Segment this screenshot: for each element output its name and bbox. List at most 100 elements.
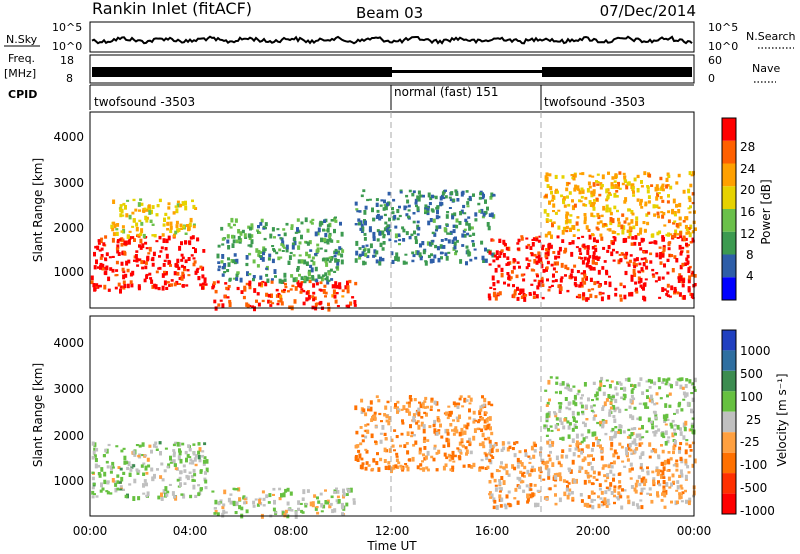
velocity-cell-4 [603,401,607,407]
velocity-cell-2 [392,464,396,470]
velocity-cell-3 [489,454,493,457]
power-cell-5 [683,262,687,266]
velocity-cell-0 [191,460,195,465]
freq-label: Freq. [8,52,35,65]
velocity-cell-3 [575,443,579,447]
power-cell-3 [263,237,267,241]
power-cell-0 [96,245,100,251]
power-cell-3 [228,278,232,282]
power-cell-1 [177,228,181,232]
velocity-cell-3 [605,486,609,490]
power-cell-4 [396,209,400,214]
velocity-cell-2 [488,416,492,421]
power-cell-3 [249,244,253,248]
velocity-cell-0 [168,483,172,486]
power-cell-6 [655,196,659,201]
power-cell-3 [221,243,225,246]
velocity-cell-4 [645,430,649,433]
velocity-cbar-tick-1000: 1000 [740,344,771,358]
velocity-cell-2 [422,405,425,409]
velocity-cell-2 [385,414,389,419]
power-cell-3 [292,254,296,257]
power-cell-4 [398,238,402,242]
power-cell-5 [554,279,558,283]
velocity-cell-2 [379,432,383,435]
velocity-cell-3 [516,464,520,469]
power-cell-4 [391,259,395,264]
power-cell-6 [555,188,558,192]
power-cell-6 [566,195,569,199]
velocity-cell-3 [612,477,615,482]
power-cell-0 [122,280,126,284]
power-cell-5 [530,283,534,286]
velocity-cell-0 [127,461,131,467]
velocity-cell-2 [478,467,482,472]
velocity-cell-2 [454,426,458,431]
power-cell-0 [94,245,98,249]
velocity-cell-2 [397,408,401,413]
power-cell-4 [388,238,392,242]
power-cell-5 [582,270,586,273]
velocity-cell-3 [569,469,573,474]
power-cell-0 [130,283,134,288]
power-cell-4 [443,227,447,232]
velocity-cell-0 [192,451,196,456]
velocity-cell-1 [316,511,320,515]
power-cell-5 [661,276,665,280]
power-cell-6 [567,203,571,207]
power-cell-4 [436,246,440,251]
velocity-cell-2 [476,427,480,430]
power-cell-5 [670,285,674,291]
power-cell-6 [599,182,603,186]
power-cell-0 [160,246,164,250]
power-cell-5 [544,252,548,257]
power-cell-3 [298,273,301,277]
power-cell-5 [608,282,612,288]
velocity-cell-2 [396,410,399,414]
power-cell-1 [140,221,144,226]
power-cell-6 [549,186,553,191]
power-cell-5 [502,239,506,245]
velocity-cell-0 [172,443,176,447]
velocity-cell-2 [482,403,486,407]
power-cell-5 [671,235,675,239]
velocity-cell-1 [322,504,326,509]
velocity-cell-4 [562,425,566,430]
velocity-cell-2 [447,405,451,408]
power-cell-5 [495,257,499,261]
power-cell-0 [111,268,115,273]
power-cell-3 [300,234,303,240]
velocity-cell-3 [615,496,619,499]
power-cell-3 [338,246,342,250]
velocity-cell-0 [110,466,113,470]
power-cell-4 [388,217,391,222]
velocity-cell-2 [430,455,434,459]
power-cell-0 [148,272,152,276]
freq-tick-bottom: 8 [66,72,73,85]
velocity-cell-2 [455,402,459,406]
power-cell-3 [315,279,319,283]
velocity-cell-3 [661,492,664,496]
velocity-cell-4 [653,381,657,386]
power-cell-5 [515,274,519,279]
velocity-cell-4 [572,400,576,405]
power-cell-5 [657,276,661,281]
velocity-cell-4 [573,423,577,428]
power-cell-4 [455,250,458,253]
velocity-cell-2 [380,420,383,423]
power-cell-5 [630,274,634,279]
power-cell-6 [646,186,650,190]
power-cell-3 [221,254,225,259]
power-cell-3 [300,259,304,264]
power-cell-2 [334,284,337,289]
power-cell-5 [614,287,618,291]
velocity-cell-3 [657,480,660,485]
velocity-cell-1 [300,509,304,513]
velocity-cell-4 [601,419,605,423]
velocity-cell-0 [188,448,192,452]
power-cell-1 [151,234,155,237]
power-cell-3 [293,240,297,246]
velocity-cell-2 [465,449,469,454]
power-cell-6 [688,232,692,238]
power-cell-5 [531,242,535,247]
